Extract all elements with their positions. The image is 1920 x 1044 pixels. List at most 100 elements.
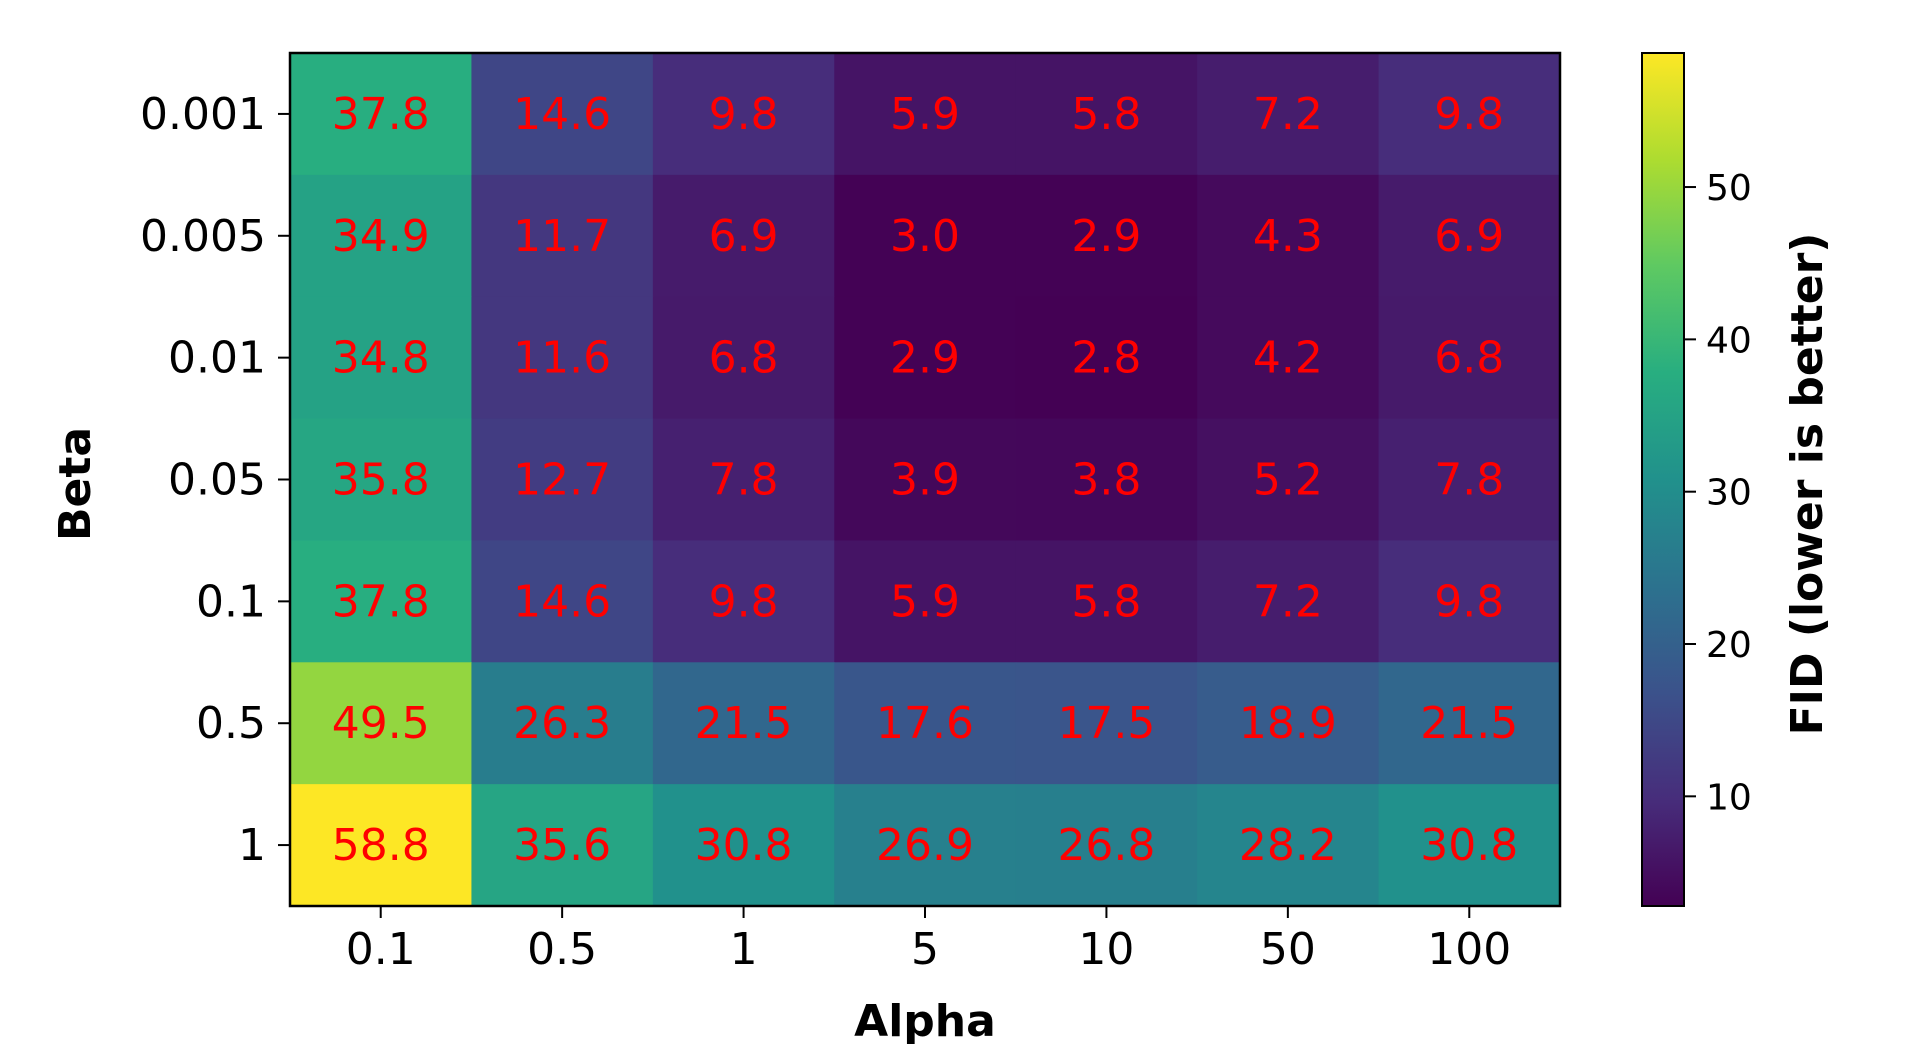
heatmap-cell-0.005-10 [1015,174,1198,298]
x-axis-ticks: 0.1 0.5 1 5 10 50 100 [346,906,1511,975]
cell-value-label: 14.6 [513,576,611,627]
heatmap-cell-0.05-100 [1378,418,1561,542]
heatmap-cell-0.001-0.5 [471,53,654,176]
y-tick-label: 0.1 [196,576,266,627]
heatmap-cell-0.1-10 [1015,540,1198,663]
heatmap-cell-0.5-5 [834,662,1017,785]
cell-value-label: 35.8 [332,455,430,506]
cell-value-label: 26.9 [876,820,974,871]
cell-value-label: 34.8 [332,333,430,384]
cell-value-label: 28.2 [1239,820,1337,871]
heatmap-cell-0.05-1 [652,418,835,542]
cell-value-label: 17.6 [876,698,974,749]
y-tick-label: 1 [238,820,266,871]
cell-value-label: 2.8 [1071,333,1141,384]
heatmap-cell-0.005-0.5 [471,174,654,298]
y-tick-label: 0.05 [168,455,266,506]
cell-value-label: 26.8 [1057,820,1155,871]
heatmap-cell-0.001-0.1 [290,53,473,176]
cell-value-label: 6.9 [709,211,779,262]
cell-value-label: 9.8 [1434,576,1504,627]
heatmap-cell-0.1-1 [652,540,835,663]
cell-value-label: 30.8 [1420,820,1518,871]
heatmap-cell-0.5-0.1 [290,662,473,785]
heatmap-cell-0.1-0.5 [471,540,654,663]
heatmap-cell-0.01-10 [1015,296,1198,420]
cell-value-label: 4.3 [1253,211,1323,262]
heatmap-cell-0.001-50 [1197,53,1380,176]
heatmap-cell-0.01-0.1 [290,296,473,420]
heatmap-cell-0.001-1 [652,53,835,176]
y-tick-label: 0.5 [196,698,266,749]
heatmap-cell-0.1-100 [1378,540,1561,663]
cell-value-label: 5.2 [1253,455,1323,506]
heatmap-cell-0.01-0.5 [471,296,654,420]
heatmap-cell-0.001-10 [1015,53,1198,176]
cell-value-label: 5.9 [890,89,960,140]
cell-value-label: 14.6 [513,89,611,140]
heatmap-cell-0.5-100 [1378,662,1561,785]
y-tick-label: 0.01 [168,333,266,384]
heatmap-cells [290,53,1561,907]
cell-value-label: 6.9 [1434,211,1504,262]
y-axis-ticks: 0.001 0.005 0.01 0.05 0.1 0.5 1 [140,89,290,871]
cell-value-label: 7.8 [1434,455,1504,506]
cell-value-label: 17.5 [1057,698,1155,749]
heatmap-cell-0.01-1 [652,296,835,420]
y-tick-label: 0.001 [140,89,266,140]
cell-value-label: 58.8 [332,820,430,871]
x-tick-label: 5 [911,924,939,975]
colorbar-tick-label: 50 [1706,168,1752,209]
cell-value-label: 9.8 [709,89,779,140]
heatmap-cell-0.1-5 [834,540,1017,663]
cell-value-label: 18.9 [1239,698,1337,749]
cell-value-label: 4.2 [1253,333,1323,384]
y-tick-label: 0.005 [140,211,266,262]
y-axis-title: Beta [50,427,101,541]
cell-value-label: 12.7 [513,455,611,506]
cell-value-label: 2.9 [1071,211,1141,262]
cell-value-label: 6.8 [1434,333,1504,384]
heatmap-cell-0.05-0.5 [471,418,654,542]
heatmap-cell-0.1-50 [1197,540,1380,663]
cell-value-label: 30.8 [695,820,793,871]
heatmap-cell-0.01-5 [834,296,1017,420]
heatmap-cell-0.005-50 [1197,174,1380,298]
cell-value-label: 3.8 [1071,455,1141,506]
heatmap-cell-0.005-100 [1378,174,1561,298]
cell-value-label: 21.5 [695,698,793,749]
x-tick-label: 100 [1427,924,1511,975]
heatmap-cell-0.5-1 [652,662,835,785]
cell-value-label: 11.7 [513,211,611,262]
colorbar-tick-label: 20 [1706,625,1752,666]
cell-value-label: 6.8 [709,333,779,384]
cell-value-label: 2.9 [890,333,960,384]
heatmap-cell-0.005-0.1 [290,174,473,298]
heatmap-cell-1-0.1 [290,784,473,907]
heatmap-cell-0.1-0.1 [290,540,473,663]
cell-value-label: 11.6 [513,333,611,384]
heatmap-cell-1-5 [834,784,1017,907]
x-axis-title: Alpha [854,996,996,1044]
cell-value-label: 7.2 [1253,89,1323,140]
heatmap-cell-0.5-10 [1015,662,1198,785]
colorbar-tick-label: 30 [1706,473,1752,514]
cell-value-label: 9.8 [709,576,779,627]
heatmap-cell-0.001-100 [1378,53,1561,176]
x-tick-label: 0.5 [527,924,597,975]
heatmap-cell-1-0.5 [471,784,654,907]
cell-value-label: 35.6 [513,820,611,871]
heatmap-cell-0.005-1 [652,174,835,298]
cell-value-label: 49.5 [332,698,430,749]
heatmap-cell-labels: 37.8 14.6 9.8 5.9 5.8 7.2 9.8 34.9 11.7 6.9 3.0 2.9… [332,89,1519,871]
heatmap-cell-0.5-50 [1197,662,1380,785]
cell-value-label: 37.8 [332,89,430,140]
colorbar-ticks: 10 20 30 40 50 [1684,168,1752,818]
heatmap-cell-0.01-50 [1197,296,1380,420]
x-tick-label: 50 [1260,924,1316,975]
cell-value-label: 37.8 [332,576,430,627]
cell-value-label: 21.5 [1420,698,1518,749]
heatmap-cell-0.05-50 [1197,418,1380,542]
